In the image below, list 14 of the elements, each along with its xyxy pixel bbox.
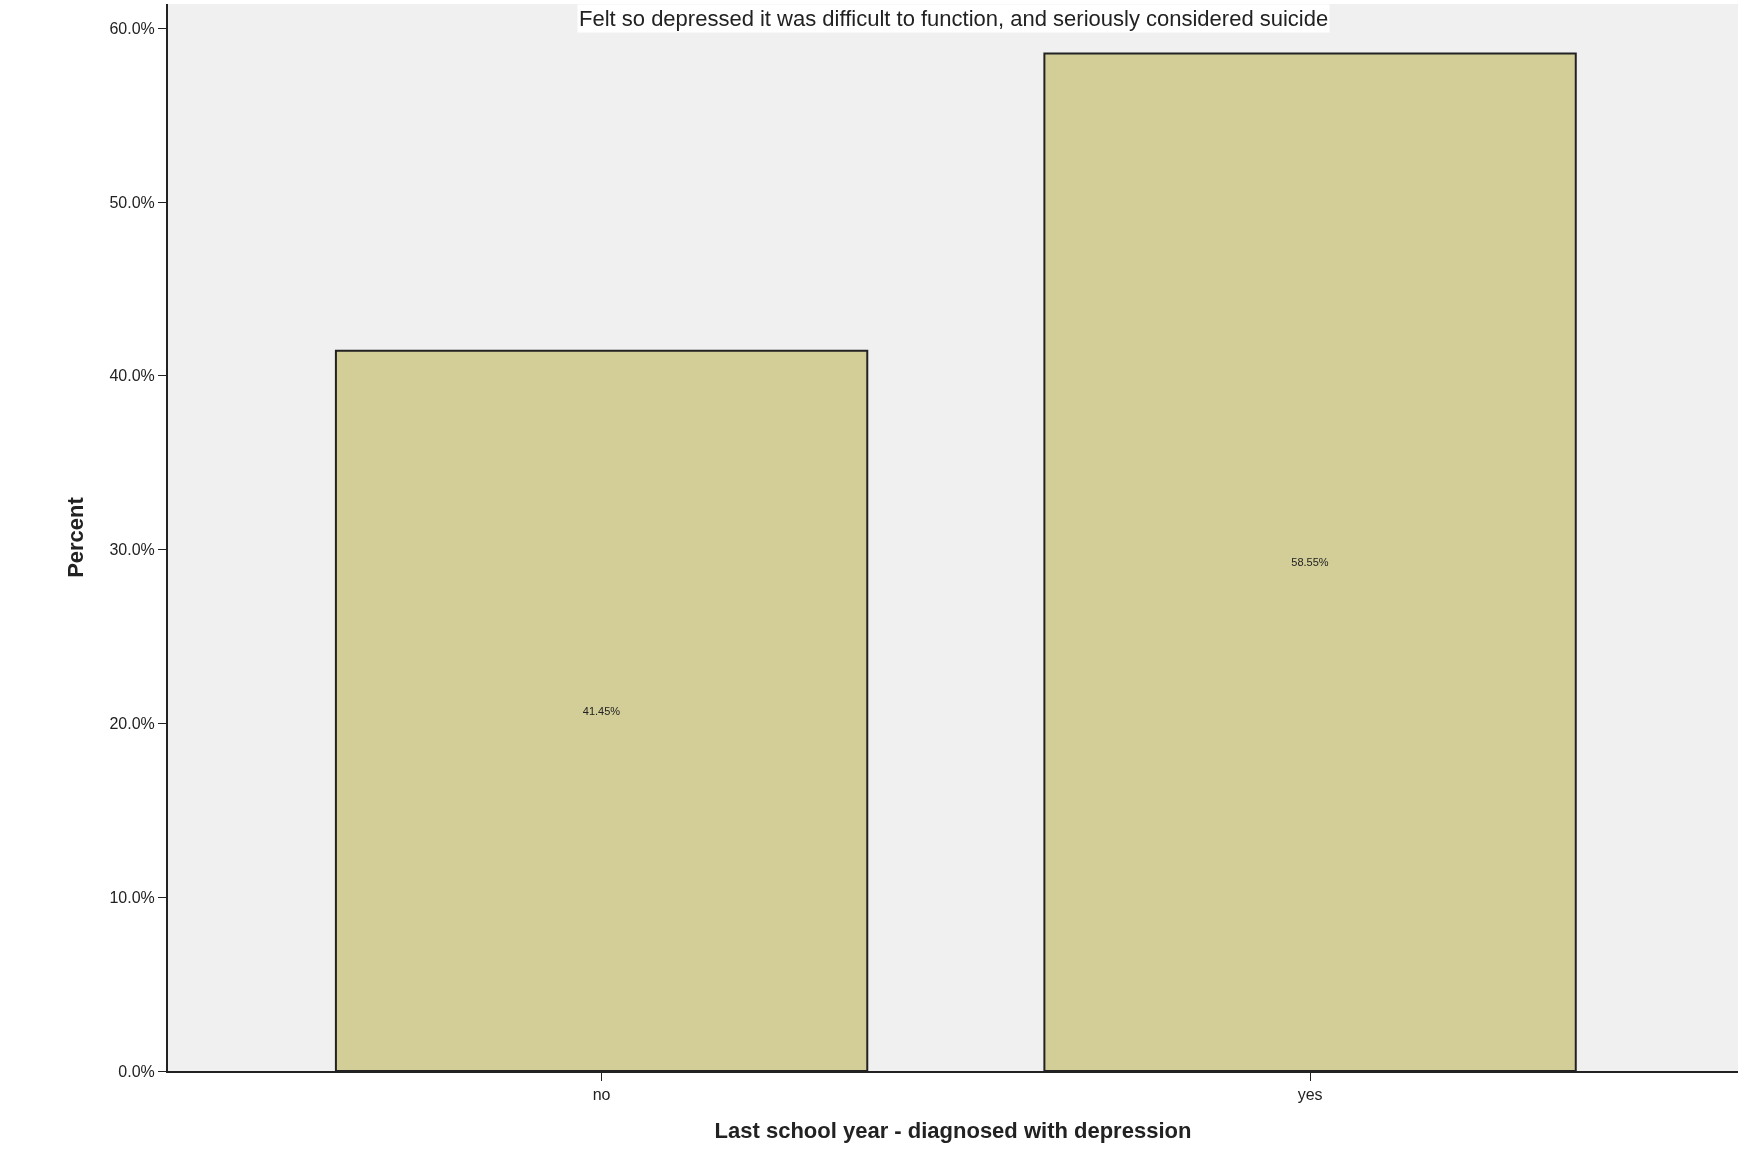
y-tick-label: 0.0% [118, 1062, 155, 1080]
chart-title: Felt so depressed it was difficult to function, and seriously considered suicide [579, 6, 1329, 31]
y-tick-label: 30.0% [109, 541, 155, 559]
data-label: 41.45% [582, 704, 621, 717]
y-axis-title: Percent [62, 496, 88, 578]
y-tick-label: 50.0% [109, 193, 155, 211]
y-tick-label: 10.0% [109, 888, 155, 906]
y-tick-label: 40.0% [109, 367, 155, 385]
x-axis-title: Last school year - diagnosed with depression [714, 1117, 1192, 1143]
y-tick-label: 60.0% [109, 19, 155, 37]
y-tick-label: 20.0% [109, 715, 155, 733]
data-label: 58.55% [1291, 556, 1329, 569]
x-tick-label: yes [1297, 1086, 1323, 1104]
x-tick-label: no [592, 1086, 611, 1104]
